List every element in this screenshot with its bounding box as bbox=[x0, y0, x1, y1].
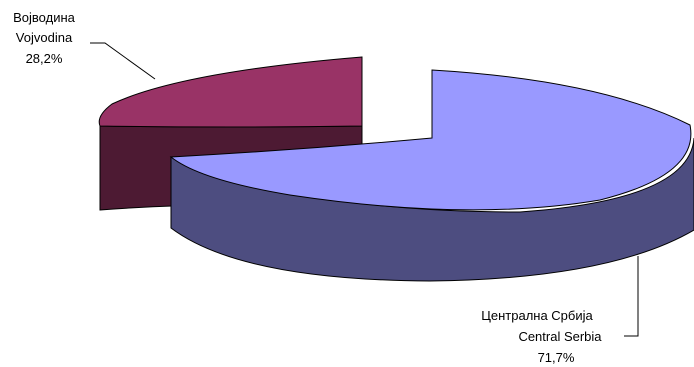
slice-vojvodina-top bbox=[98, 56, 363, 128]
label-vojvodina-value: 28,2% bbox=[26, 51, 63, 66]
label-central-serbia-line2: Central Serbia bbox=[518, 329, 602, 344]
slice-central-serbia bbox=[169, 69, 694, 282]
leader-line-central-serbia bbox=[624, 256, 639, 337]
label-vojvodina: Војводина Vojvodina 28,2% bbox=[13, 10, 76, 66]
leader-line-vojvodina bbox=[90, 42, 156, 80]
label-central-serbia-line1: Централна Србија bbox=[481, 308, 593, 323]
label-central-serbia-value: 71,7% bbox=[538, 350, 575, 365]
label-vojvodina-line2: Vojvodina bbox=[16, 30, 73, 45]
slice-central-serbia-top bbox=[169, 69, 692, 211]
label-central-serbia: Централна Србија Central Serbia 71,7% bbox=[481, 308, 602, 365]
label-vojvodina-line1: Војводина bbox=[13, 10, 76, 25]
